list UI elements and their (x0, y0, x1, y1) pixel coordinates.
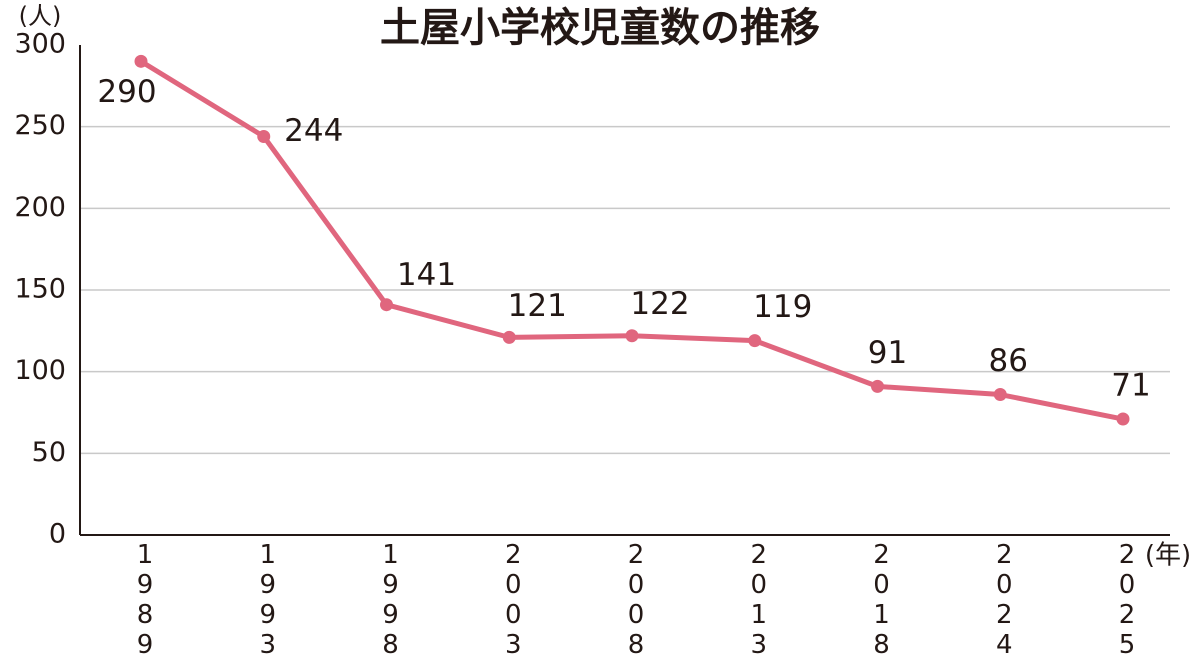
x-axis-label: (年) (1145, 541, 1191, 571)
x-tick-label: 2003 (498, 540, 529, 660)
y-tick-label: 50 (32, 437, 66, 468)
y-tick-label: 100 (14, 355, 66, 386)
data-label: 121 (508, 288, 567, 324)
y-tick-label: 200 (14, 192, 66, 223)
point (625, 329, 639, 343)
chart: 土屋小学校児童数の推移 (人) (年) 0 50 100 150 200 250 300 29… (14, 2, 1191, 571)
point (748, 334, 762, 348)
x-tick-label: 2008 (621, 540, 651, 660)
point (871, 379, 884, 393)
data-label: 91 (868, 335, 907, 371)
point (1116, 412, 1130, 426)
point (257, 129, 271, 143)
x-tick-label: 1993 (252, 540, 283, 660)
y-tick-label: 150 (14, 274, 66, 305)
y-tick-label: 0 (49, 519, 66, 550)
point (993, 388, 1007, 402)
chart-area: 土屋小学校児童数の推移 (人) (年) 0 50 100 150 200 250 300 29… (14, 2, 1191, 660)
point (380, 298, 393, 312)
data-label: 122 (630, 286, 689, 322)
x-tick-label: 1998 (375, 540, 406, 660)
x-tick-label: 1989 (130, 540, 160, 660)
data-label: 71 (1111, 368, 1150, 404)
x-tick-label: 2025 (1112, 540, 1142, 660)
point (134, 54, 148, 68)
y-axis-label: (人) (19, 2, 62, 30)
y-tick-label: 300 (14, 29, 66, 60)
data-label: 119 (753, 289, 812, 325)
data-label: 141 (397, 257, 456, 293)
data-label: 290 (97, 74, 156, 110)
point (502, 330, 516, 344)
data-label: 244 (284, 113, 343, 149)
x-tick-label: 2024 (989, 540, 1020, 660)
data-label: 86 (989, 343, 1028, 379)
x-tick-label: 2018 (866, 540, 897, 660)
x-tick-label: 2013 (743, 540, 774, 660)
chart-title: 土屋小学校児童数の推移 (380, 5, 820, 51)
y-tick-label: 250 (14, 110, 66, 141)
